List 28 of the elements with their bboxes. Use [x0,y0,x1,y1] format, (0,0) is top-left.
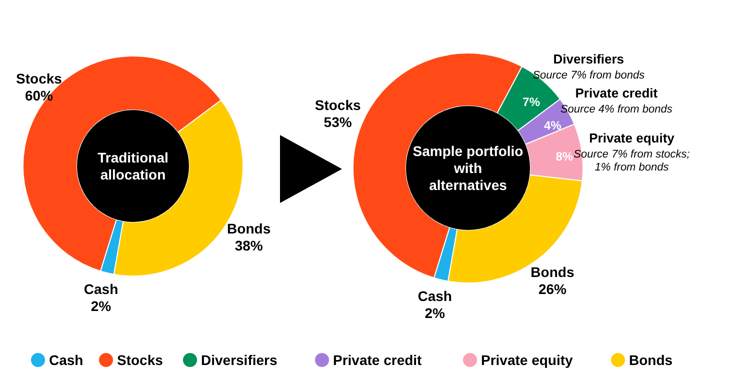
slice-label: Stocks [314,96,361,113]
legend-label: Private credit [333,352,422,368]
legend-label: Stocks [117,352,164,368]
slice-label: Cash [84,281,118,298]
data-label: 4% [544,118,562,132]
slice-label: Bonds [530,264,574,280]
text: Source 4% from bonds [560,103,672,116]
data-label: 2% [90,298,112,314]
legend-label: Diversifiers [201,352,278,368]
data-label: 8% [556,150,574,164]
data-label: 2% [424,305,446,322]
slice-label: Private equity [589,130,676,146]
slice-label: Bonds [227,220,271,236]
legend-label: Private equity [481,352,574,368]
data-label: 26% [538,280,568,297]
data-label: 38% [234,237,264,254]
data-label: 7% [522,94,540,109]
legend-label: Cash [49,352,84,368]
text: Source 7% from bonds [532,70,645,82]
slice-label: Private credit [575,85,658,100]
text: Traditional allocation [98,150,168,182]
text: Source 7% from stocks; 1% from bonds [574,148,690,174]
slice-label: Cash [418,288,452,304]
text: Sample portfolio with alternatives [412,143,524,193]
legend-label: Bonds [629,352,673,368]
slice-label: Stocks [16,70,62,87]
data-label: 53% [324,114,352,130]
slice-label: Diversifiers [553,52,624,67]
